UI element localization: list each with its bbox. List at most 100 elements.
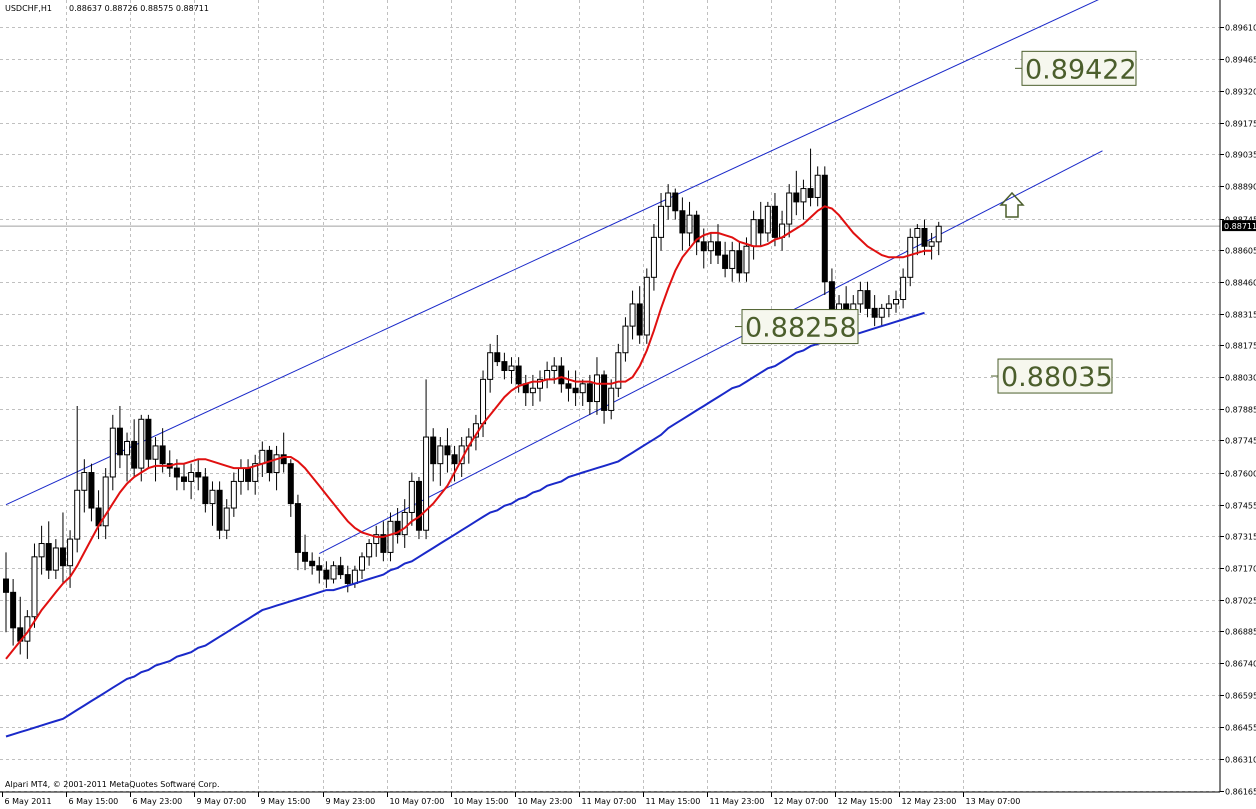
candle [245, 459, 252, 491]
y-tick-label: 0.86165 [1225, 788, 1256, 797]
candle [138, 414, 145, 482]
candle [928, 232, 935, 260]
candle [579, 379, 586, 406]
candle [415, 476, 422, 540]
candle [38, 525, 45, 575]
y-tick-label: 0.86740 [1225, 660, 1256, 669]
candle [359, 552, 365, 580]
y-tick-label: 0.86595 [1225, 692, 1256, 701]
candle [558, 357, 565, 393]
y-tick-label: 0.87315 [1225, 533, 1256, 542]
channel-line-upper [5, 0, 1099, 506]
candle [387, 512, 394, 562]
candle [67, 530, 74, 588]
x-tick-label: 12 May 07:00 [774, 797, 829, 806]
y-tick-label: 0.87885 [1225, 406, 1256, 415]
candle [807, 148, 814, 207]
candle [693, 210, 700, 256]
candle [764, 201, 771, 242]
candle [437, 437, 444, 486]
candle [394, 508, 401, 544]
candle [893, 290, 899, 313]
y-tick-label: 0.88030 [1225, 374, 1256, 383]
candle [294, 494, 301, 571]
candle [729, 241, 736, 282]
candle [230, 472, 237, 517]
candle [423, 379, 430, 540]
candle [430, 428, 437, 482]
x-tick-label: 10 May 07:00 [390, 797, 445, 806]
x-tick-label: 11 May 07:00 [582, 797, 637, 806]
candle [914, 224, 921, 256]
y-tick-label: 0.89175 [1225, 120, 1256, 129]
candle [544, 361, 551, 389]
candle [722, 241, 729, 278]
candle [757, 201, 764, 247]
x-tick-label: 13 May 07:00 [966, 797, 1021, 806]
ma-slow-line [5, 311, 925, 738]
candle [715, 224, 721, 264]
y-tick-label: 0.88890 [1225, 183, 1256, 192]
candle [223, 499, 230, 540]
candle [316, 556, 323, 584]
candle [529, 374, 536, 406]
candle [572, 370, 579, 406]
candle [601, 370, 608, 424]
y-tick-label: 0.89610 [1225, 24, 1256, 33]
candle [116, 405, 123, 469]
y-tick-label: 0.87170 [1225, 565, 1256, 574]
candles [3, 148, 942, 659]
candle [779, 210, 786, 251]
candle [608, 379, 615, 420]
candle [857, 281, 864, 313]
candle [152, 437, 159, 482]
candle [259, 441, 266, 477]
x-tick-label: 9 May 07:00 [197, 797, 247, 806]
candle [622, 317, 629, 362]
x-tick-label: 9 May 23:00 [326, 797, 376, 806]
x-tick-label: 6 May 2011 [5, 797, 52, 806]
candle [209, 481, 216, 526]
candle [821, 166, 828, 296]
x-tick-label: 11 May 15:00 [646, 797, 701, 806]
candle [237, 459, 244, 495]
y-tick-label: 0.87455 [1225, 502, 1256, 511]
candle [650, 224, 657, 291]
x-tick-label: 10 May 23:00 [518, 797, 573, 806]
candle [508, 357, 515, 384]
candle [522, 374, 529, 406]
candle [102, 468, 109, 540]
candle [45, 521, 52, 580]
candle [181, 463, 187, 491]
candle [793, 170, 800, 216]
candle [280, 432, 287, 473]
candle [565, 370, 572, 402]
candle [216, 481, 223, 540]
candle [195, 459, 202, 491]
candle [124, 432, 131, 482]
candle [665, 184, 672, 220]
axis-frame [0, 0, 1221, 793]
candle [166, 450, 173, 477]
x-tick-label: 10 May 15:00 [454, 797, 509, 806]
candle [487, 343, 494, 393]
candle [3, 552, 9, 633]
candle [401, 499, 408, 548]
y-tick-label: 0.87600 [1225, 470, 1256, 479]
candle [309, 552, 316, 575]
candle [302, 534, 309, 571]
candle [771, 193, 778, 247]
candle [444, 428, 451, 473]
candle [380, 521, 387, 562]
price-callout-label: 0.88035 [1001, 362, 1113, 393]
y-tick-label: 0.86310 [1225, 756, 1256, 765]
candle [800, 179, 807, 220]
y-tick-label: 0.87025 [1225, 597, 1256, 606]
candle [658, 193, 665, 251]
price-callout: 0.88258 [735, 309, 859, 345]
chart-header-symbol: USDCHF,H1 [5, 4, 52, 13]
ma-fast-line [5, 205, 932, 660]
candle [864, 281, 871, 318]
x-tick-label: 11 May 23:00 [710, 797, 765, 806]
